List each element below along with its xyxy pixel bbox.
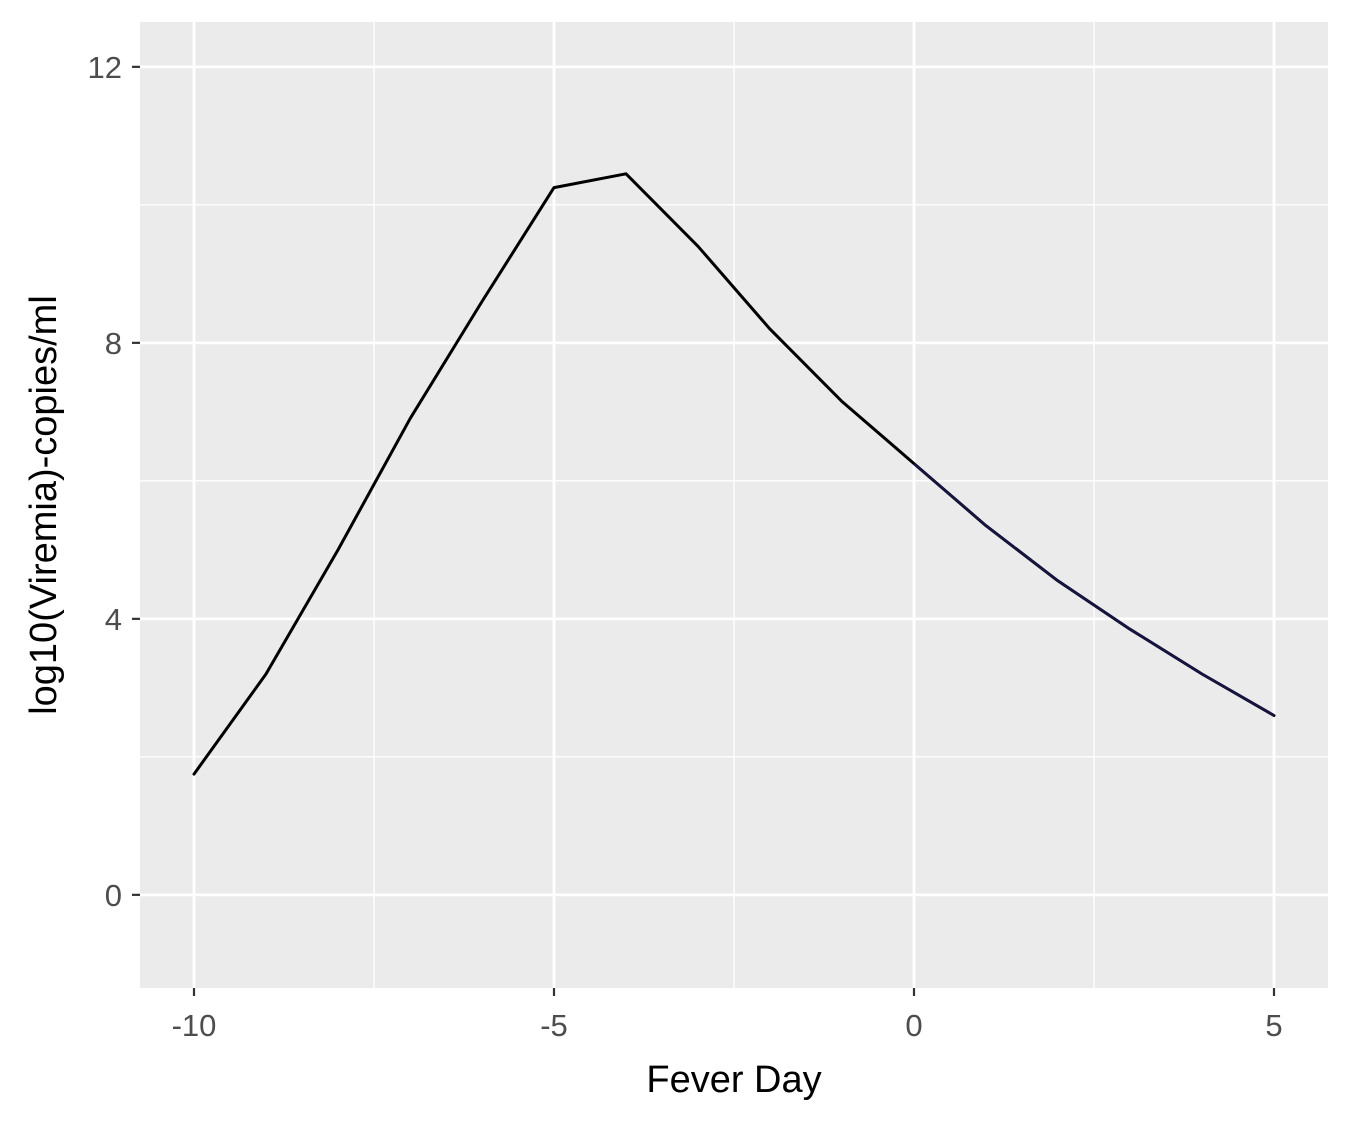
series-line-overlay: [913, 462, 1275, 717]
major-gridlines: [140, 22, 1328, 988]
y-tick-label: 4: [105, 602, 122, 637]
minor-gridlines: [140, 22, 1328, 988]
x-tick-label: 5: [1265, 1008, 1282, 1043]
x-tick-label: -10: [172, 1008, 217, 1043]
x-tick-label: -5: [540, 1008, 568, 1043]
series-layer: [192, 172, 1276, 776]
x-axis-title: Fever Day: [646, 1059, 821, 1101]
axis-ticks: [132, 65, 1276, 996]
tick-labels: -10 -5 0 5 0 4 8 12: [88, 50, 1283, 1043]
x-tick-label: 0: [905, 1008, 922, 1043]
y-tick-label: 0: [105, 878, 122, 913]
y-axis-title: log10(Viremia)-copies/ml: [23, 295, 65, 715]
y-tick-label: 8: [105, 326, 122, 361]
y-tick-label: 12: [88, 50, 122, 85]
